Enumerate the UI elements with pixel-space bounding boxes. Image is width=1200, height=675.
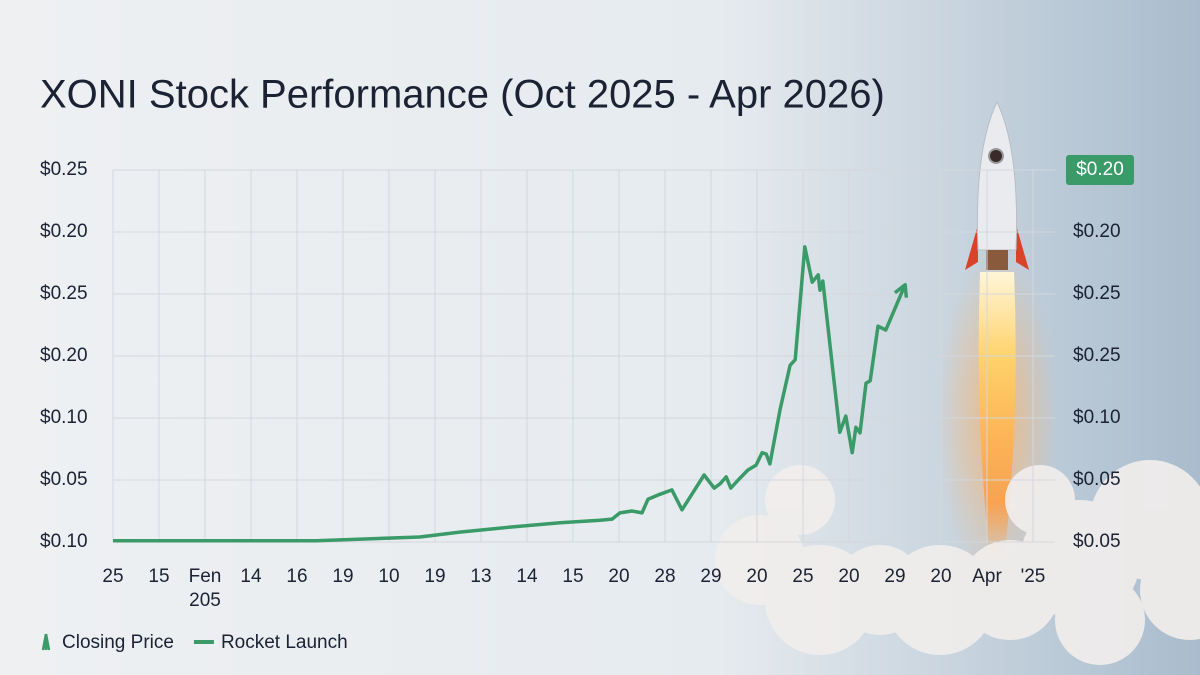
y-tick-label: $0.10	[40, 531, 88, 552]
y2-tick-label: $0.25	[1073, 345, 1121, 366]
price-badge-label: $0.20	[1076, 159, 1124, 180]
y2-tick-label: $0.25	[1073, 283, 1121, 304]
line-arrowhead	[893, 282, 909, 298]
x-tick-label: 19	[332, 566, 353, 587]
y-tick-label: $0.20	[40, 345, 88, 366]
y2-tick-label: $0.05	[1073, 531, 1121, 552]
x-tick-label: 20	[930, 566, 951, 587]
x-tick-label: 29	[884, 566, 905, 587]
x-tick-label: 25	[792, 566, 813, 587]
x-tick-label: 20	[838, 566, 859, 587]
y2-tick-label: $0.10	[1073, 407, 1121, 428]
x-tick-label: 20	[746, 566, 767, 587]
y-tick-label: $0.25	[40, 159, 88, 180]
legend-icon	[41, 633, 51, 651]
x-tick-label: 25	[102, 566, 123, 587]
y-tick-label: $0.25	[40, 283, 88, 304]
y-tick-label: $0.05	[40, 469, 88, 490]
price-line	[113, 245, 907, 543]
x-tick-label: 15	[148, 566, 169, 587]
x-tick-label: 16	[286, 566, 307, 587]
x-tick-label: 29	[700, 566, 721, 587]
rocket-illustration	[715, 100, 1200, 665]
y-tick-label: $0.20	[40, 221, 88, 242]
x-tick-label: 14	[516, 566, 538, 587]
x-tick-label: 28	[654, 566, 675, 587]
y2-tick-label: $0.20	[1073, 221, 1121, 242]
y2-tick-label: $0.05	[1073, 469, 1121, 490]
legend-label: Rocket Launch	[221, 632, 348, 653]
price-badge	[1066, 155, 1134, 185]
x-tick-label: 13	[470, 566, 491, 587]
x-tick-label: Apr	[972, 566, 1002, 587]
x-tick-label: 20	[608, 566, 629, 587]
y-tick-label: $0.10	[40, 407, 88, 428]
x-tick-label: Fen 205	[189, 566, 222, 611]
chart-title: XONI Stock Performance (Oct 2025 - Apr 2…	[40, 73, 885, 117]
x-tick-label: 15	[562, 566, 583, 587]
x-tick-label: 19	[424, 566, 445, 587]
x-tick-label: 10	[378, 566, 399, 587]
x-tick-label: 14	[240, 566, 262, 587]
legend-label: Closing Price	[62, 632, 174, 653]
x-tick-label: '25	[1021, 566, 1046, 587]
